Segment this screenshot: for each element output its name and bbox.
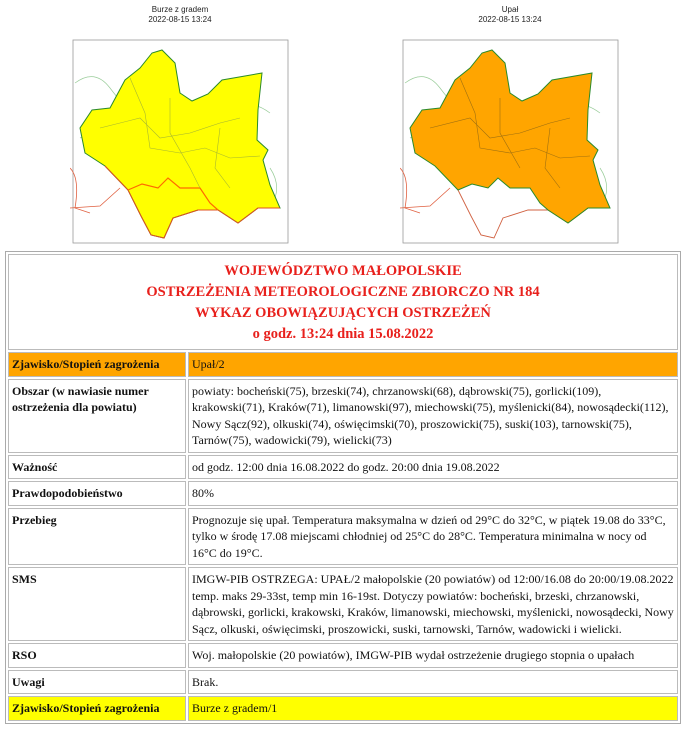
map-title-heat: Upał 2022-08-15 13:24 — [478, 5, 542, 24]
header-time: o godz. 13:24 dnia 15.08.2022 — [252, 326, 434, 342]
header-report-number: OSTRZEŻENIA METEOROLOGICZNE ZBIORCZO NR … — [146, 284, 540, 300]
table-row-area: Obszar (w nawiasie numer ostrzeżenia dla… — [8, 378, 678, 453]
header-region: WOJEWÓDZTWO MAŁOPOLSKIE — [224, 263, 462, 279]
report-header: WOJEWÓDZTWO MAŁOPOLSKIE OSTRZEŻENIA METE… — [8, 254, 678, 350]
table-row-sms: SMS IMGW-PIB OSTRZEGA: UPAŁ/2 małopolskie… — [8, 567, 678, 641]
warnings-table: WOJEWÓDZTWO MAŁOPOLSKIE OSTRZEŻENIA METE… — [5, 251, 681, 724]
heat-warning-map — [400, 39, 619, 244]
table-row-remarks: Uwagi Brak. — [8, 669, 678, 694]
header-list-title: WYKAZ OBOWIĄZUJĄCYCH OSTRZEŻEŃ — [195, 305, 491, 321]
map-title-storms: Burze z gradem 2022-08-15 13:24 — [148, 5, 212, 24]
table-row-phenomenon-heat: Zjawisko/Stopień zagrożenia Upał/2 — [8, 352, 678, 377]
table-row-validity: Ważność od godz. 12:00 dnia 16.08.2022 do… — [8, 454, 678, 479]
table-row-phenomenon-storms: Zjawisko/Stopień zagrożenia Burze z grade… — [8, 696, 678, 721]
storm-warning-map — [70, 39, 289, 244]
table-row-probability: Prawdopodobieństwo 80% — [8, 481, 678, 506]
table-row-rso: RSO Woj. małopolskie (20 powiatów), IMGW-… — [8, 643, 678, 668]
table-row-course: Przebieg Prognozuje się upał. Temperatura… — [8, 507, 678, 565]
